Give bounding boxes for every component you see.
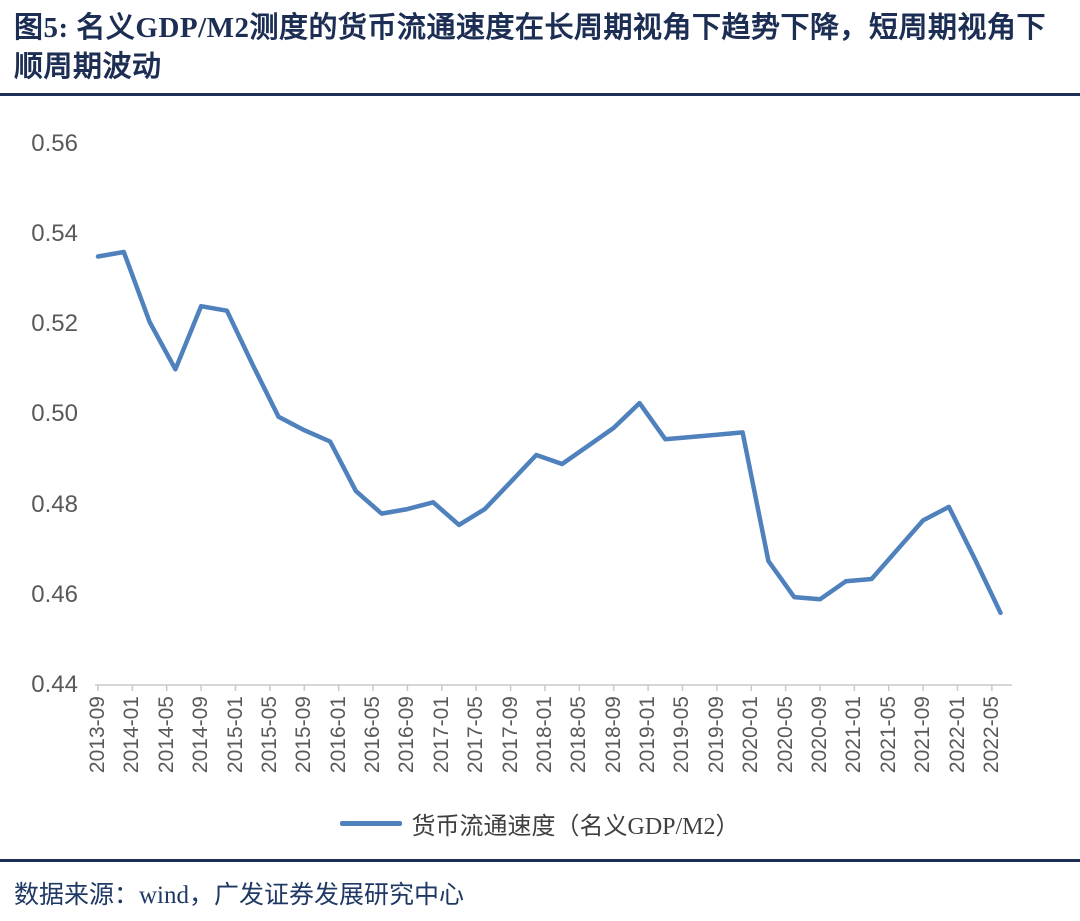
x-axis-tick-label: 2019-01 <box>636 696 660 774</box>
x-axis-tick-label: 2021-05 <box>876 696 900 774</box>
legend: 货币流通速度（名义GDP/M2） <box>0 808 1080 840</box>
x-axis-tick-label: 2015-05 <box>257 696 281 774</box>
x-axis-tick-label: 2021-09 <box>911 696 935 774</box>
legend-label: 货币流通速度（名义GDP/M2） <box>411 813 740 840</box>
line-chart-area: 0.56 0.54 0.52 0.50 0.48 0.46 0.44 2013-09 2014… <box>0 96 1080 859</box>
x-axis-tick-label: 2013-09 <box>86 696 109 774</box>
x-axis-tick-label: 2018-05 <box>567 696 591 774</box>
x-axis-tick-label: 2017-01 <box>429 696 453 774</box>
x-axis-tick-label: 2016-05 <box>361 696 385 774</box>
x-axis-tick-label: 2015-09 <box>292 696 316 774</box>
x-axis-ticks <box>97 685 993 691</box>
x-axis-tick-label: 2016-01 <box>326 696 350 774</box>
x-axis-tick-label: 2022-05 <box>979 696 1003 774</box>
x-axis-tick-label: 2022-01 <box>945 696 969 774</box>
x-axis-tick-label: 2014-05 <box>154 696 178 774</box>
x-axis-tick-label: 2015-01 <box>223 696 247 774</box>
y-axis-tick-label: 0.54 <box>31 220 78 247</box>
x-axis-tick-label: 2021-01 <box>842 696 866 774</box>
velocity-line <box>95 249 1003 616</box>
x-axis-tick-label: 2016-09 <box>395 696 419 774</box>
x-axis-tick-label: 2018-09 <box>601 696 625 774</box>
y-axis-tick-label: 0.48 <box>31 490 78 518</box>
figure-title: 图5: 名义GDP/M2测度的货币流通速度在长周期视角下趋势下降，短周期视角下顺… <box>14 12 1047 83</box>
x-axis-tick-label: 2014-09 <box>189 696 213 774</box>
y-axis-tick-label: 0.44 <box>31 671 78 698</box>
legend-line-sample-icon <box>340 820 403 826</box>
x-axis-tick-label: 2019-05 <box>670 696 694 774</box>
x-axis-tick-label: 2020-05 <box>773 696 797 774</box>
data-source-text: 数据来源：wind，广发证券发展研究中心 <box>14 882 465 909</box>
y-axis-tick-label: 0.56 <box>31 129 78 157</box>
x-axis-tick-label: 2020-09 <box>807 696 831 774</box>
footer-rule <box>0 859 1080 862</box>
y-axis-tick-label: 0.46 <box>31 580 78 608</box>
velocity-line-chart <box>95 249 1012 691</box>
y-axis-tick-label: 0.50 <box>31 400 78 428</box>
x-axis-tick-label: 2019-09 <box>704 696 728 774</box>
title-rule <box>0 93 1080 96</box>
x-axis-tick-label: 2017-05 <box>464 696 488 774</box>
x-axis-tick-label: 2018-01 <box>532 696 556 774</box>
x-axis-tick-label: 2014-01 <box>120 696 144 774</box>
y-axis-tick-label: 0.52 <box>31 310 78 338</box>
x-axis-tick-label: 2020-01 <box>739 696 763 774</box>
x-axis-tick-label: 2017-09 <box>498 696 522 774</box>
